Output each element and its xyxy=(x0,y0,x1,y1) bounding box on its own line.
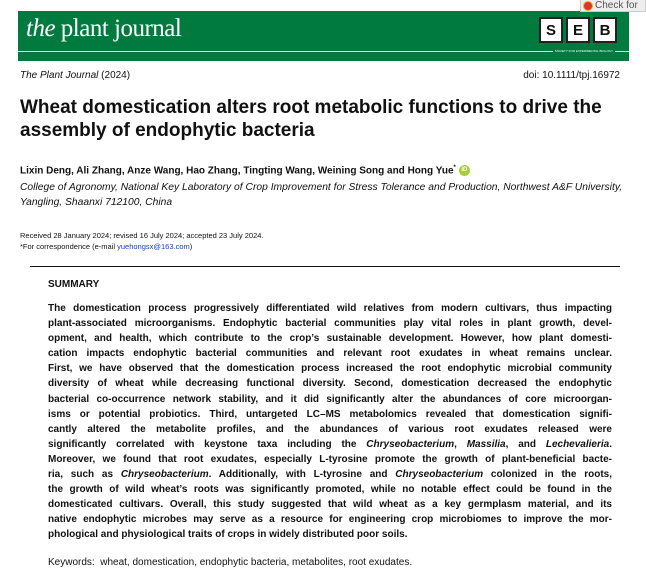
summary-segment: significantly correlated with keystone t… xyxy=(48,438,367,450)
summary-segment: cation impacts endophytic bacterial comm… xyxy=(48,348,612,360)
seb-logo: S E B xyxy=(539,17,617,43)
seb-letter: B xyxy=(593,17,617,43)
summary-line: ria, such as Chryseobacterium. Additiona… xyxy=(48,467,612,482)
summary-segment: , and xyxy=(505,438,546,450)
summary-segment: isms or potential probiotics. Third, unt… xyxy=(48,408,612,420)
section-divider xyxy=(30,266,620,267)
summary-line: opment, and health, which contribute to … xyxy=(48,331,612,346)
summary-line: Moreover, we found that root exudates, e… xyxy=(48,452,612,467)
correspondence: *For correspondence (e-mail yuehongsx@16… xyxy=(20,242,193,251)
summary-segment: . Additionally, with L-tyrosine and xyxy=(208,469,396,481)
summary-line: native endophytic microbes may serve as … xyxy=(48,512,612,527)
summary-line: cation impacts endophytic bacterial comm… xyxy=(48,346,612,361)
summary-segment: , xyxy=(454,438,467,450)
summary-line: plant-associated microorganisms. Endophy… xyxy=(48,316,612,331)
summary-segment: phological and physiological traits of c… xyxy=(48,529,408,541)
article-dates: Received 28 January 2024; revised 16 Jul… xyxy=(20,231,264,251)
orcid-icon[interactable]: iD xyxy=(458,165,470,177)
summary-line: cantly altered the metabolite profiles, … xyxy=(48,422,612,437)
summary-segment: Moreover, we found that root exudates, e… xyxy=(48,453,612,465)
journal-citation: The Plant Journal (2024) xyxy=(20,70,131,81)
summary-segment: colonized in the roots, xyxy=(483,469,612,481)
email-link[interactable]: yuehongsx@163.com xyxy=(117,242,190,251)
summary-segment: the growth of wild wheat’s roots was sig… xyxy=(48,484,612,496)
summary-line: the growth of wild wheat’s roots was sig… xyxy=(48,482,612,497)
summary-segment: domesticated cultivars. Overall, this st… xyxy=(48,499,612,511)
taxon-name: Chryseobacterium xyxy=(395,469,484,481)
check-for-updates-button[interactable]: Check for xyxy=(580,0,646,12)
keywords: Keywords: wheat, domestication, endophyt… xyxy=(48,557,413,568)
summary-segment: opment, and health, which contribute to … xyxy=(48,333,612,345)
taxon-name: Chryseobacterium xyxy=(366,438,455,450)
article-title: Wheat domestication alters root metaboli… xyxy=(20,97,602,141)
summary-line: bacterial co-occurrence network stabilit… xyxy=(48,392,612,407)
summary-line: isms or potential probiotics. Third, unt… xyxy=(48,407,612,422)
summary-segment: ria, such as xyxy=(48,469,121,481)
journal-banner: the plant journal S E B SOCIETY FOR EXPE… xyxy=(18,11,629,61)
banner-divider xyxy=(18,51,629,52)
summary-segment: diversity of wheat while decreasing func… xyxy=(48,378,612,390)
summary-segment: native endophytic microbes may serve as … xyxy=(48,514,612,526)
crossmark-icon xyxy=(583,1,593,11)
summary-segment: plant-associated microorganisms. Endophy… xyxy=(48,318,612,330)
journal-logo: the plant journal xyxy=(26,15,182,42)
summary-line: diversity of wheat while decreasing func… xyxy=(48,376,612,391)
summary-line: significantly correlated with keystone t… xyxy=(48,437,612,452)
seb-letter: S xyxy=(539,17,563,43)
summary-segment: The domestication process progressively … xyxy=(48,303,612,314)
summary-segment: First, we have observed that the domesti… xyxy=(48,363,612,375)
author-list: Lixin Deng, Ali Zhang, Anze Wang, Hao Zh… xyxy=(20,165,470,176)
summary-line: phological and physiological traits of c… xyxy=(48,527,612,542)
summary-line: domesticated cultivars. Overall, this st… xyxy=(48,497,612,512)
summary-segment: . xyxy=(609,438,612,450)
summary-text: The domestication process progressively … xyxy=(48,301,612,543)
summary-segment: bacterial co-occurrence network stabilit… xyxy=(48,393,612,405)
summary-heading: SUMMARY xyxy=(48,279,100,290)
taxon-name: Lechevalieria xyxy=(545,438,610,450)
summary-line: The domestication process progressively … xyxy=(48,301,612,316)
summary-line: First, we have observed that the domesti… xyxy=(48,361,612,376)
summary-segment: cantly altered the metabolite profiles, … xyxy=(48,423,612,435)
taxon-name: Chryseobacterium xyxy=(120,469,209,481)
seb-subtitle: SOCIETY FOR EXPERIMENTAL BIOLOGY xyxy=(552,49,615,53)
doi[interactable]: doi: 10.1111/tpj.16972 xyxy=(523,70,620,81)
affiliation: College of Agronomy, National Key Labora… xyxy=(20,182,623,208)
seb-letter: E xyxy=(566,17,590,43)
taxon-name: Massilia xyxy=(466,438,506,450)
